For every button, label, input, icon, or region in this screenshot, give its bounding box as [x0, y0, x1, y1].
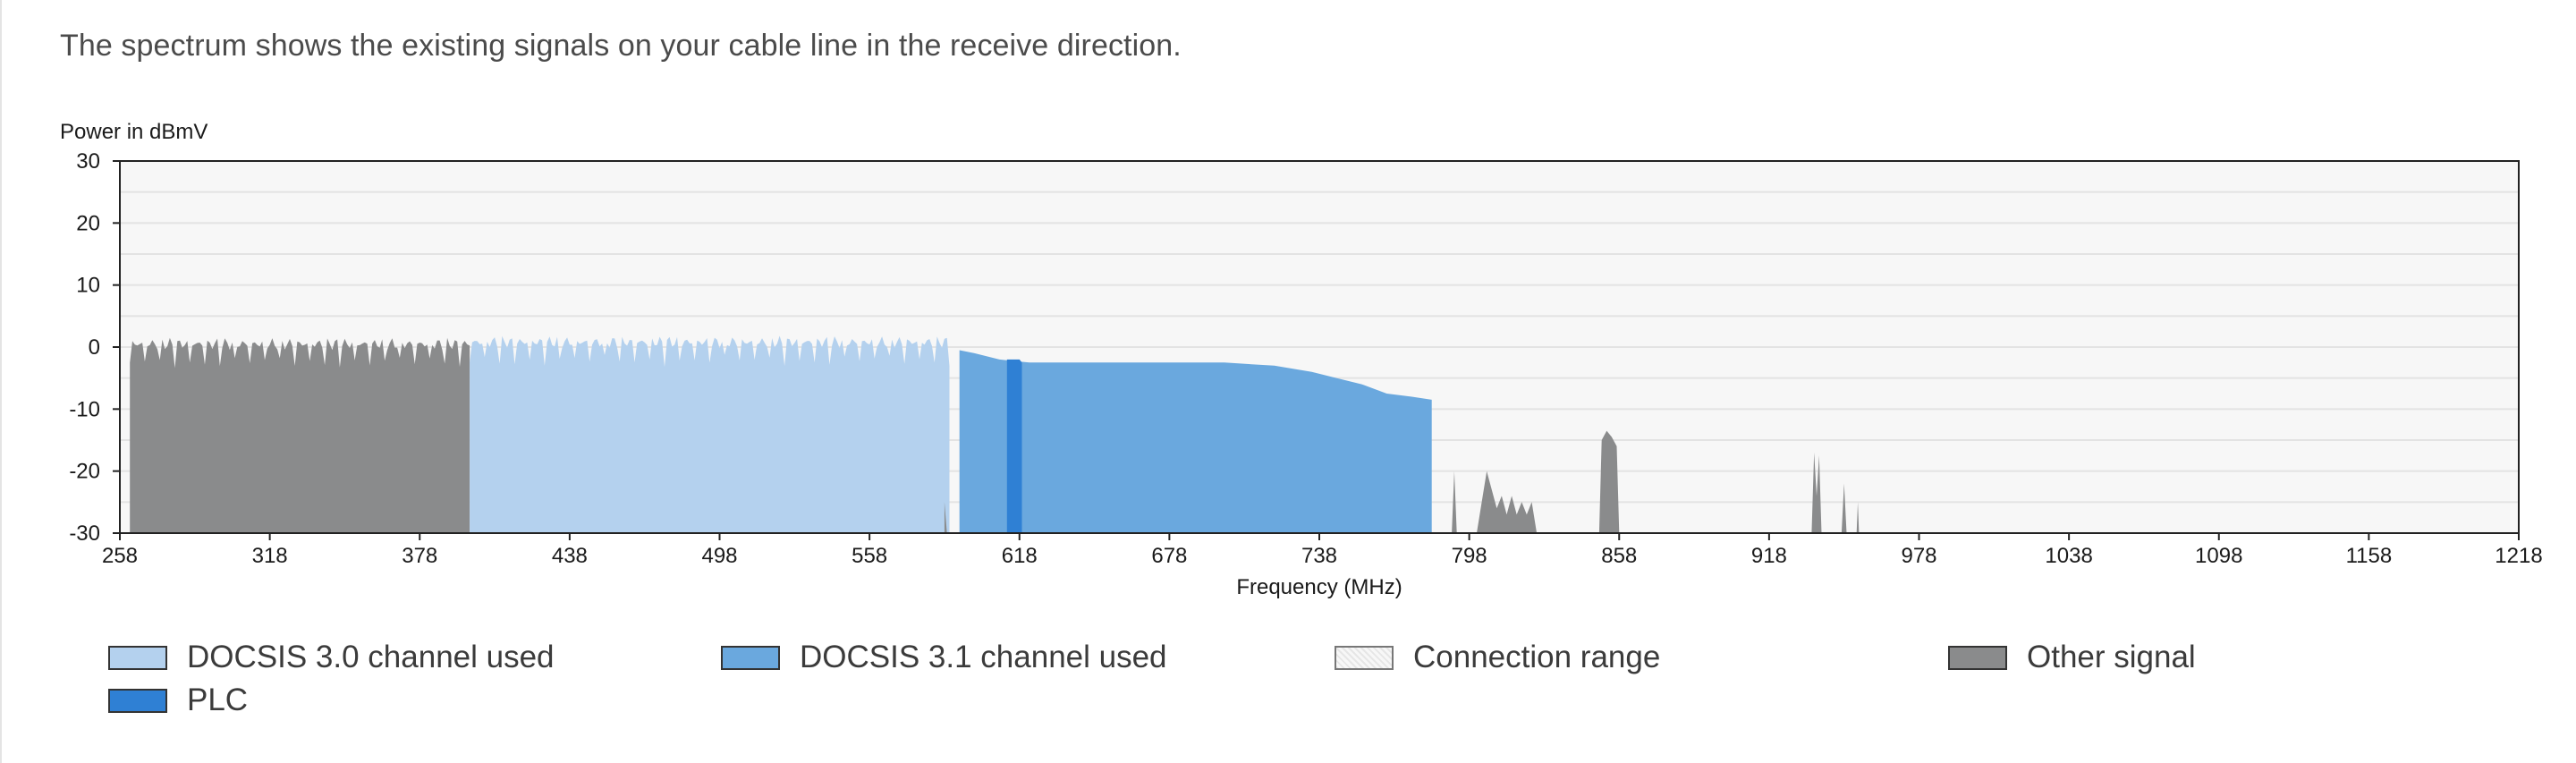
x-tick-label: 1098 [2195, 544, 2242, 568]
x-tick-label: 1038 [2045, 544, 2092, 568]
x-tick-label: 978 [1901, 544, 1936, 568]
series-other-10 [1856, 502, 1860, 533]
y-tick-label: -10 [69, 397, 100, 421]
x-tick-label: 558 [852, 544, 887, 568]
series-other-5 [1452, 471, 1457, 533]
x-axis-label: Frequency (MHz) [1236, 575, 1402, 599]
x-tick-label: 1158 [2346, 544, 2393, 568]
x-tick-label: 678 [1151, 544, 1187, 568]
series-other-4 [944, 502, 947, 533]
y-tick-label: -30 [69, 521, 100, 546]
series-other-9 [1841, 483, 1847, 533]
series-other-7 [1598, 430, 1620, 533]
series-docsis30-1 [470, 335, 950, 533]
series-other-8 [1811, 452, 1822, 533]
y-tick-label: -20 [69, 460, 100, 484]
axis-ticks: 258 318 378 438 498 558 618 678 738 798 858 918 978 1… [69, 149, 2542, 568]
x-tick-label: 1218 [2495, 544, 2542, 568]
series-plc-3 [1006, 359, 1022, 533]
x-tick-label: 378 [402, 544, 437, 568]
y-tick-label: 10 [76, 274, 100, 298]
y-tick-label: 20 [76, 211, 100, 235]
signal-series [130, 335, 1860, 533]
x-tick-label: 858 [1601, 544, 1637, 568]
x-tick-label: 618 [1002, 544, 1038, 568]
y-tick-label: 0 [89, 335, 100, 360]
y-tick-label: 30 [76, 149, 100, 174]
left-border [0, 0, 2, 763]
y-axis-label: Power in dBmV [60, 120, 208, 144]
x-tick-label: 258 [102, 544, 138, 568]
series-other-0 [130, 337, 470, 533]
series-other-6 [1477, 471, 1538, 533]
series-docsis31-2 [959, 350, 1432, 533]
x-tick-label: 318 [252, 544, 288, 568]
x-tick-label: 438 [552, 544, 588, 568]
intro-text: The spectrum shows the existing signals … [60, 29, 1182, 63]
x-tick-label: 918 [1751, 544, 1787, 568]
x-tick-label: 798 [1452, 544, 1487, 568]
x-tick-label: 738 [1301, 544, 1337, 568]
x-tick-label: 498 [701, 544, 737, 568]
